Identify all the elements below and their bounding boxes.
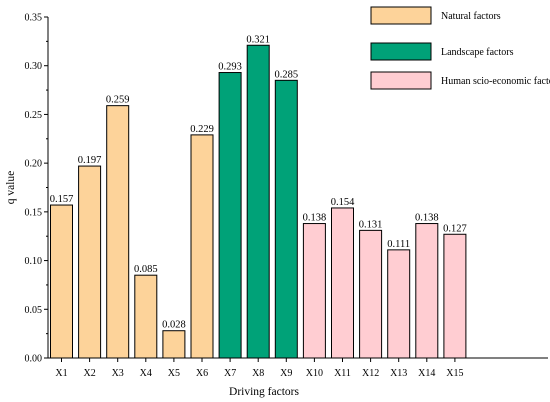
x-axis-ticks: X1 X2 X3 X4 X5 X6 X7 X8 X9 X10 X11 X12 X13 X14 X15 [55,358,464,379]
bar-x14 [415,223,439,359]
legend-swatch [370,6,432,25]
data-label: 0.285 [274,69,298,80]
bar-x6 [190,134,214,359]
bar-x4 [134,274,158,359]
y-axis-title: q value [5,171,17,205]
y-axis-ticks: 0.00 0.05 0.10 0.15 0.20 0.25 0.30 0.35 [25,13,48,365]
y-tick-label: 0.00 [25,354,43,365]
bar-x2 [78,165,102,359]
x-tick-label: X2 [83,368,95,379]
legend-label: Human scio-economic factors [441,76,550,87]
data-label: 0.293 [218,62,242,73]
y-tick-label: 0.30 [25,61,43,72]
x-tick-label: X10 [306,368,323,379]
x-tick-label: X14 [418,368,435,379]
bar-x3 [106,105,130,359]
y-tick-label: 0.35 [25,13,43,24]
data-label: 0.028 [162,320,186,331]
data-label: 0.154 [331,197,355,208]
legend-item: Human scio-economic factors [370,71,550,90]
x-axis-title: Driving factors [229,386,299,398]
x-tick-label: X7 [224,368,236,379]
x-tick-label: X8 [252,368,264,379]
x-tick-label: X9 [280,368,292,379]
legend-swatch [370,71,432,90]
legend: Natural factors Landscape factors Human sc… [370,6,550,90]
data-label: 0.229 [190,124,214,135]
y-tick-label: 0.20 [25,159,43,170]
legend-swatch [370,42,432,61]
data-label: 0.259 [106,95,130,106]
bar-x9 [274,79,298,359]
bar-x1 [50,204,73,359]
bar-x8 [246,44,270,359]
y-tick-label: 0.05 [25,305,43,316]
y-tick-label: 0.10 [25,256,43,267]
y-tick-label: 0.15 [25,207,43,218]
x-tick-label: X12 [362,368,379,379]
legend-label: Landscape factors [441,47,514,58]
bars: 0.157 0.197 0.259 0.085 0.028 0.229 0.293 0.321… [50,34,467,359]
x-tick-label: X5 [168,368,180,379]
data-label: 0.321 [246,34,270,45]
data-label: 0.138 [303,213,327,224]
x-tick-label: X6 [196,368,208,379]
bar-x7 [218,72,242,359]
x-tick-label: X15 [446,368,463,379]
data-label: 0.111 [387,239,410,250]
bar-x10 [302,223,326,359]
legend-item: Natural factors [370,6,501,25]
x-tick-label: X13 [390,368,407,379]
data-label: 0.127 [443,223,467,234]
x-tick-label: X1 [55,368,67,379]
bar-x5 [162,330,186,359]
legend-item: Landscape factors [370,42,514,61]
bar-x12 [359,229,383,359]
legend-label: Natural factors [441,11,501,22]
data-label: 0.197 [78,155,102,166]
x-tick-label: X11 [334,368,351,379]
bar-x13 [387,249,411,359]
data-label: 0.131 [359,219,383,230]
data-label: 0.157 [50,194,74,205]
x-tick-label: X4 [140,368,152,379]
bar-x11 [331,207,354,359]
bar-x15 [443,233,467,359]
x-tick-label: X3 [112,368,124,379]
data-label: 0.085 [134,264,158,275]
data-label: 0.138 [415,213,439,224]
y-tick-label: 0.25 [25,110,43,121]
